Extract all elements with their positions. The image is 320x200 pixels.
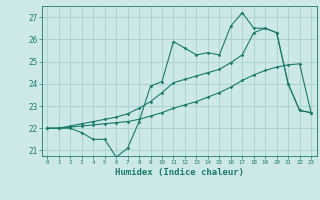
X-axis label: Humidex (Indice chaleur): Humidex (Indice chaleur) bbox=[115, 168, 244, 177]
